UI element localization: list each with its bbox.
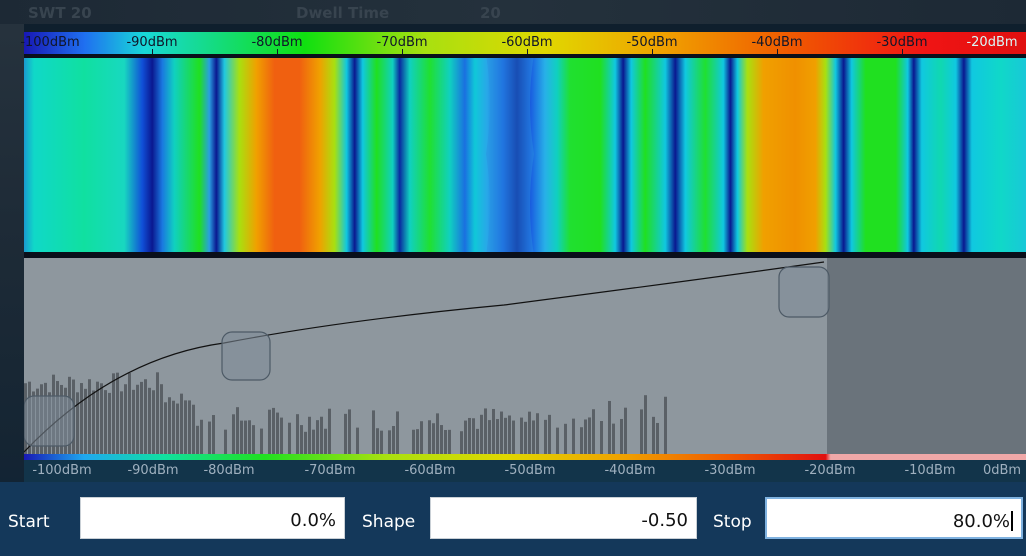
stop-label: Stop [713,512,752,532]
spectrogram-color-scale: -100dBm -90dBm -80dBm -70dBm -60dBm -50d… [20,32,1026,54]
top-axis-label: -30dBm [876,35,928,50]
curve-handle-shape[interactable] [221,331,271,381]
ghost-header-mid: Dwell Time [296,4,390,22]
start-value: 0.0% [290,510,336,531]
bottom-axis-label: -50dBm [504,463,556,478]
bottom-axis-label: -80dBm [203,463,255,478]
curve-handle-start[interactable] [24,395,75,447]
top-axis-label: -20dBm [966,35,1018,50]
top-axis-label: -90dBm [126,35,178,50]
shape-input[interactable]: -0.50 [430,497,697,539]
curve-handle-stop[interactable] [778,266,830,318]
top-axis-label: -50dBm [626,35,678,50]
start-input[interactable]: 0.0% [80,497,345,539]
histogram-x-axis: -100dBm -90dBm -80dBm -70dBm -60dBm -50d… [24,460,1026,482]
top-axis-label: -80dBm [251,35,303,50]
ghost-header-left: SWT 20 [28,4,92,22]
stop-value: 80.0% [952,511,1010,532]
text-cursor [1011,511,1013,531]
color-mapping-controls: Start 0.0% Shape -0.50 Stop 80.0% [0,482,1026,556]
bottom-axis-label: -60dBm [404,463,456,478]
top-axis-label: -60dBm [501,35,553,50]
background-header: SWT 20 Dwell Time 20 [0,0,1026,24]
histogram-color-scale [24,454,1026,460]
bottom-axis-label: -40dBm [604,463,656,478]
spectrogram-display [24,54,1026,256]
stop-input[interactable]: 80.0% [765,497,1023,539]
top-axis-label: -40dBm [751,35,803,50]
ghost-header-right: 20 [480,4,501,22]
top-axis-label: -70dBm [376,35,428,50]
background-left-strip [0,0,24,556]
spectrogram-bottom-divider [24,252,1026,258]
histogram-display [24,258,1026,454]
bottom-axis-label: 0dBm [982,463,1022,478]
bottom-axis-label: -90dBm [127,463,179,478]
start-label: Start [8,512,50,532]
top-axis-label: -100dBm [20,35,80,50]
bottom-axis-label: -20dBm [804,463,856,478]
spectrogram-top-divider [24,54,1026,58]
bottom-axis-label: -70dBm [304,463,356,478]
bottom-axis-label: -30dBm [704,463,756,478]
bottom-axis-label: -100dBm [32,463,92,478]
shape-label: Shape [362,512,416,532]
bottom-axis-label: -10dBm [904,463,956,478]
shape-value: -0.50 [641,510,688,531]
